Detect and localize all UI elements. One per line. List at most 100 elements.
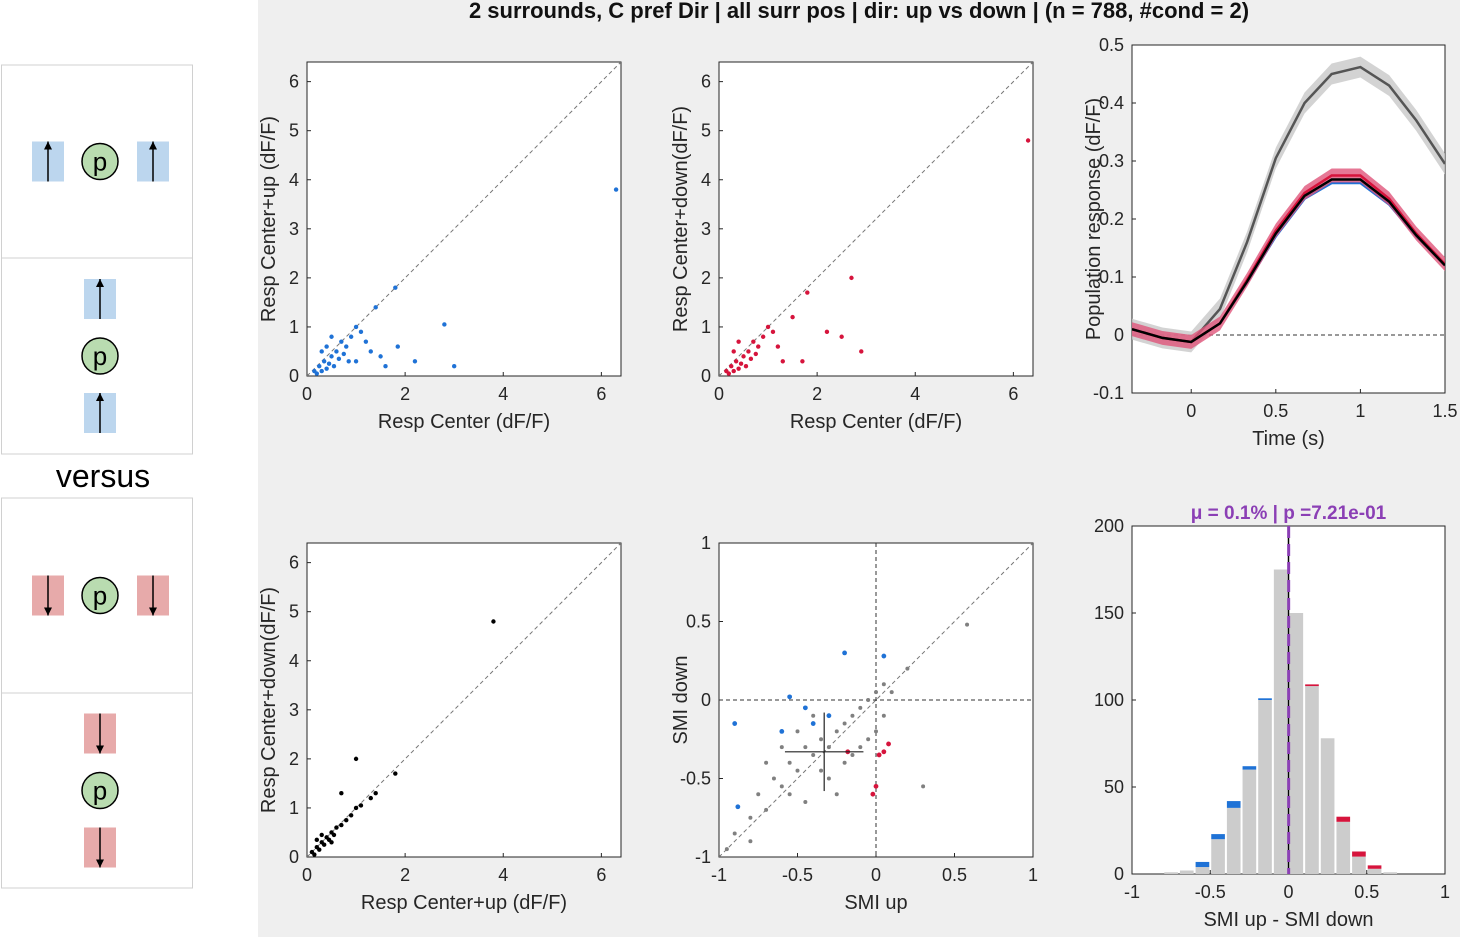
data-point [442, 322, 447, 327]
plot-contents [719, 543, 1033, 857]
versus-label: versus [55, 458, 151, 494]
red-cap [1352, 851, 1366, 857]
chart-2: 0 2 4 6 0 1 2 3 4 5 6 Resp Center (dF/F) Resp Center… [670, 61, 1034, 433]
histogram-bar [1367, 868, 1382, 874]
stimulus-panel-4: p [1, 692, 193, 889]
red-point [881, 749, 887, 755]
grey-point [748, 815, 753, 820]
red-cap [1336, 816, 1351, 822]
x-tick-label: 0 [302, 865, 312, 885]
data-point [726, 371, 732, 376]
data-point [353, 756, 359, 762]
data-point [378, 354, 383, 359]
grey-point [881, 682, 886, 687]
x-axis-label: SMI up [844, 892, 907, 914]
surround-arrow-head [96, 393, 104, 401]
histogram-bar [1289, 613, 1304, 874]
grey-point [756, 792, 761, 797]
y-tick-label: 50 [1104, 777, 1124, 797]
blue-cap [1242, 766, 1257, 770]
data-point [736, 366, 741, 371]
data-point [329, 334, 334, 339]
data-point [312, 852, 317, 857]
y-tick-label: 0 [1114, 325, 1124, 345]
y-tick-label: 6 [289, 72, 299, 92]
data-point [451, 363, 457, 369]
stats-annotation: μ = 0.1% | p =7.21e-01 [1191, 503, 1387, 524]
data-point [339, 822, 344, 828]
x-tick-label: 1 [1355, 401, 1365, 421]
data-point [790, 314, 795, 320]
data-point [395, 344, 400, 349]
y-tick-label: 1 [289, 317, 299, 337]
data-point [849, 275, 854, 281]
plot-contents [1164, 526, 1398, 874]
grey-point [881, 713, 886, 718]
data-point [491, 619, 496, 624]
grey-point [842, 721, 847, 726]
surround-arrow-head [96, 745, 104, 754]
x-tick-label: 1.5 [1432, 401, 1457, 421]
y-tick-label: 0.5 [686, 612, 711, 632]
data-point [770, 329, 776, 335]
center-label: p [93, 147, 107, 177]
series-line [1132, 178, 1445, 344]
y-tick-label: 0.4 [1099, 93, 1124, 113]
x-axis-label: Resp Center (dF/F) [378, 411, 550, 433]
grey-point [965, 622, 970, 627]
x-tick-label: -0.5 [1195, 882, 1226, 902]
x-tick-label: 0.5 [942, 865, 967, 885]
y-tick-label: -1 [695, 847, 711, 867]
data-point [363, 339, 369, 344]
x-axis-label: Resp Center+up (dF/F) [361, 892, 567, 914]
data-point [324, 366, 329, 371]
data-point [733, 359, 739, 364]
y-tick-label: 1 [289, 798, 299, 818]
data-point [760, 334, 766, 339]
x-tick-label: 0 [1283, 882, 1293, 902]
plot-area [306, 61, 622, 377]
grey-point [905, 666, 910, 671]
grey-point [834, 729, 839, 734]
data-point [344, 818, 349, 823]
x-tick-label: 1 [1440, 882, 1450, 902]
grey-point [858, 745, 863, 750]
surround-arrow-head [44, 607, 52, 616]
surround-arrow-head [149, 141, 157, 150]
y-tick-label: -0.5 [680, 769, 711, 789]
y-axis-label: Resp Center+down(dF/F) [258, 587, 280, 813]
x-tick-label: 0.5 [1354, 882, 1379, 902]
data-point [353, 324, 359, 330]
data-point [731, 349, 736, 354]
blue-point [810, 721, 816, 726]
plot-area [718, 61, 1034, 377]
grey-point [850, 713, 855, 718]
data-point [353, 805, 359, 811]
blue-cap [1195, 861, 1210, 868]
x-tick-label: 1 [1028, 865, 1038, 885]
x-tick-label: -1 [1124, 882, 1140, 902]
y-tick-label: 6 [289, 553, 299, 573]
x-tick-label: 4 [910, 384, 920, 404]
stimulus-panel-3: p [1, 497, 193, 694]
surround-arrow-head [96, 859, 104, 868]
y-tick-label: 2 [701, 268, 711, 288]
data-point [344, 344, 349, 349]
data-point [805, 290, 810, 295]
chart-6: -1 -0.5 0 0.5 1 0 50 100 150 200 SMI up - SMI down… [1094, 503, 1450, 931]
figure-title: 2 surrounds, C pref Dir | all surr pos |… [468, 0, 1250, 23]
y-tick-label: 0.5 [1099, 35, 1124, 55]
data-point [339, 339, 344, 344]
y-tick-label: 0 [1114, 864, 1124, 884]
histogram-bar [1164, 872, 1178, 874]
red-point [873, 783, 879, 789]
data-point [331, 363, 337, 369]
y-tick-label: 200 [1094, 516, 1124, 536]
x-axis-label: Resp Center (dF/F) [790, 411, 962, 433]
y-axis-label: Resp Center+down(dF/F) [670, 106, 692, 332]
grey-point [811, 713, 816, 718]
data-point [736, 339, 741, 344]
stimulus-panel-1: p [1, 64, 193, 259]
data-point [319, 349, 324, 354]
data-point [373, 791, 378, 796]
